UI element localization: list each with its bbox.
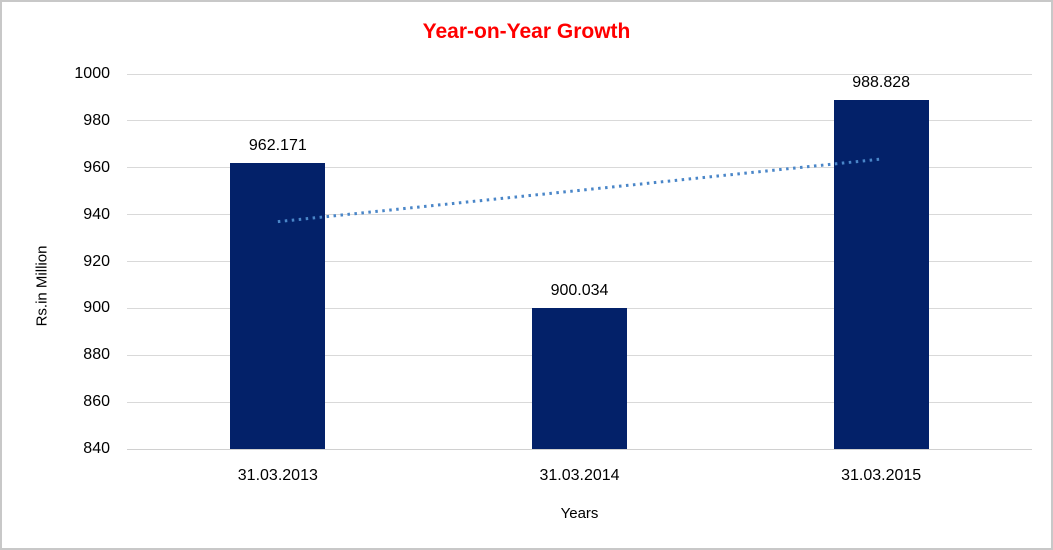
y-tick-label: 960 (83, 158, 110, 176)
plot-area: 962.171 900.034 988.828 (127, 73, 1032, 450)
trendline (277, 157, 882, 224)
y-tick-label: 880 (83, 346, 110, 364)
y-tick-label: 1000 (74, 65, 110, 82)
bar-value-label: 988.828 (852, 74, 911, 92)
y-tick-label: 860 (83, 393, 110, 411)
bar (833, 100, 929, 449)
bar-value-label: 962.171 (248, 136, 307, 154)
gridline (127, 261, 1032, 262)
y-tick-label: 940 (83, 205, 110, 223)
gridline (127, 167, 1032, 169)
y-tick-label: 980 (83, 111, 110, 129)
chart-title: Year-on-Year Growth (422, 20, 631, 43)
y-tick-label: 900 (83, 299, 110, 317)
bar (230, 162, 326, 449)
y-tick-label: 920 (83, 252, 110, 270)
gridline (127, 214, 1032, 216)
gridline (127, 73, 1032, 75)
y-tick-label: 840 (83, 440, 110, 457)
bar (532, 308, 627, 449)
x-axis-label: Years (560, 505, 599, 522)
gridline (127, 120, 1032, 122)
bar-value-label: 900.034 (550, 282, 609, 300)
gridline (127, 448, 1032, 450)
x-tick-label: 31.03.2013 (237, 467, 318, 484)
x-tick-label: 31.03.2014 (539, 467, 620, 484)
trendline-dotted-segment (277, 157, 882, 224)
x-tick-label: 31.03.2015 (841, 467, 922, 484)
